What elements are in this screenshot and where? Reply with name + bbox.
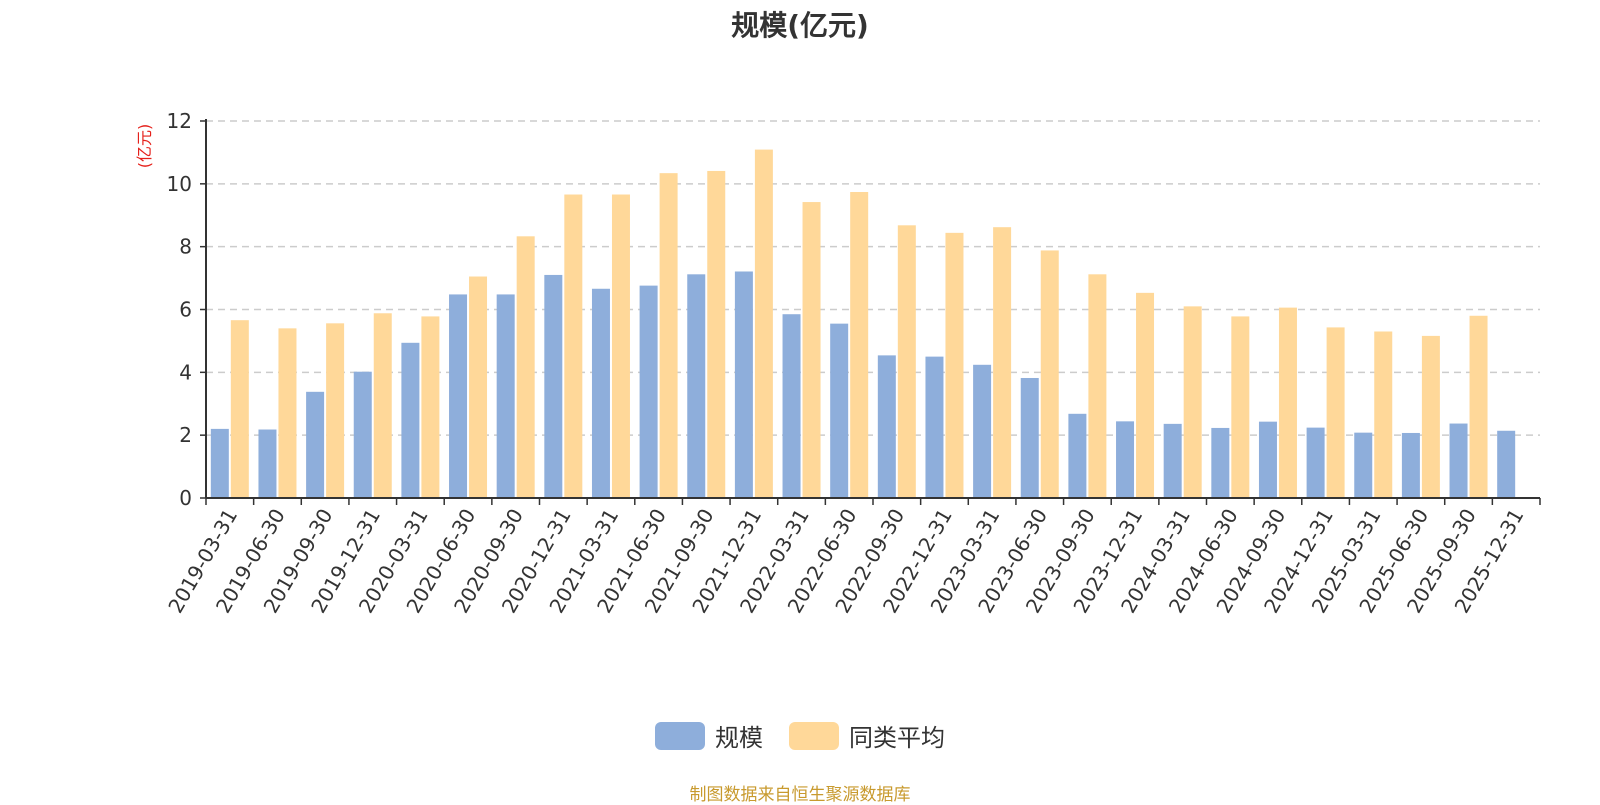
- bar-peer-average: [1469, 315, 1488, 498]
- bar-scale: [1449, 423, 1468, 498]
- bar-scale: [1068, 413, 1087, 498]
- bar-peer-average: [373, 313, 392, 498]
- bar-peer-average: [564, 194, 583, 498]
- bar-peer-average: [1231, 316, 1250, 498]
- bar-peer-average: [421, 316, 440, 498]
- bar-scale: [830, 323, 849, 498]
- source-note: 制图数据来自恒生聚源数据库: [689, 785, 911, 805]
- bar-scale: [1401, 432, 1420, 498]
- bar-scale: [1020, 377, 1039, 498]
- bar-scale: [925, 356, 944, 498]
- bar-peer-average: [1040, 250, 1059, 498]
- bar-scale: [544, 274, 563, 498]
- bar-scale: [639, 285, 658, 498]
- bar-peer-average: [659, 173, 678, 498]
- bar-peer-average: [278, 328, 297, 498]
- bar-scale: [1116, 421, 1135, 498]
- bar-peer-average: [1136, 292, 1155, 498]
- y-axis-unit-label: (亿元): [135, 124, 154, 169]
- legend: 规模 同类平均: [0, 718, 1600, 753]
- bar-scale: [1211, 427, 1230, 498]
- legend-swatch: [789, 721, 839, 750]
- y-tick-label: 10: [167, 172, 192, 196]
- bar-peer-average: [1326, 327, 1345, 498]
- bar-scale: [973, 364, 992, 498]
- bar-scale: [401, 342, 420, 498]
- legend-label: 规模: [715, 724, 763, 752]
- bar-scale: [1163, 423, 1182, 498]
- bar-scale: [496, 294, 515, 498]
- bar-scale: [1354, 432, 1373, 498]
- bar-scale: [210, 428, 229, 498]
- bar-peer-average: [897, 225, 916, 498]
- bar-peer-average: [469, 276, 488, 498]
- legend-label: 同类平均: [849, 724, 945, 752]
- bar-scale: [734, 271, 753, 498]
- bar-peer-average: [802, 202, 821, 498]
- bar-scale: [687, 274, 706, 498]
- bar-peer-average: [707, 170, 726, 498]
- bar-peer-average: [230, 320, 249, 498]
- bar-peer-average: [1088, 274, 1107, 498]
- bar-scale: [353, 371, 372, 498]
- legend-item-scale[interactable]: 规模: [655, 718, 763, 753]
- y-tick-label: 2: [179, 423, 192, 447]
- bar-peer-average: [993, 227, 1012, 498]
- y-tick-label: 6: [179, 298, 192, 322]
- legend-swatch: [655, 721, 705, 750]
- bar-peer-average: [945, 232, 964, 499]
- bar-peer-average: [516, 236, 535, 498]
- bar-scale: [591, 288, 610, 498]
- bar-scale: [449, 294, 468, 498]
- bar-scale: [782, 314, 801, 498]
- bar-peer-average: [850, 192, 869, 499]
- y-tick-label: 0: [179, 486, 192, 510]
- y-tick-label: 4: [179, 360, 192, 384]
- bar-peer-average: [754, 149, 773, 498]
- bar-peer-average: [611, 194, 630, 498]
- chart-title: 规模(亿元): [731, 9, 869, 42]
- bar-scale: [1497, 430, 1516, 498]
- bar-peer-average: [326, 323, 345, 498]
- bar-peer-average: [1183, 306, 1202, 498]
- bar-scale: [1306, 427, 1325, 498]
- y-tick-label: 8: [179, 235, 192, 259]
- bar-scale: [1258, 421, 1277, 498]
- bar-scale: [306, 391, 325, 498]
- bar-scale: [877, 355, 896, 498]
- bar-peer-average: [1374, 331, 1393, 498]
- bars: [210, 149, 1516, 499]
- legend-item-peer-average[interactable]: 同类平均: [789, 718, 945, 753]
- bar-peer-average: [1421, 335, 1440, 498]
- y-tick-label: 12: [167, 109, 192, 133]
- bar-peer-average: [1278, 307, 1297, 498]
- bar-scale: [258, 429, 277, 498]
